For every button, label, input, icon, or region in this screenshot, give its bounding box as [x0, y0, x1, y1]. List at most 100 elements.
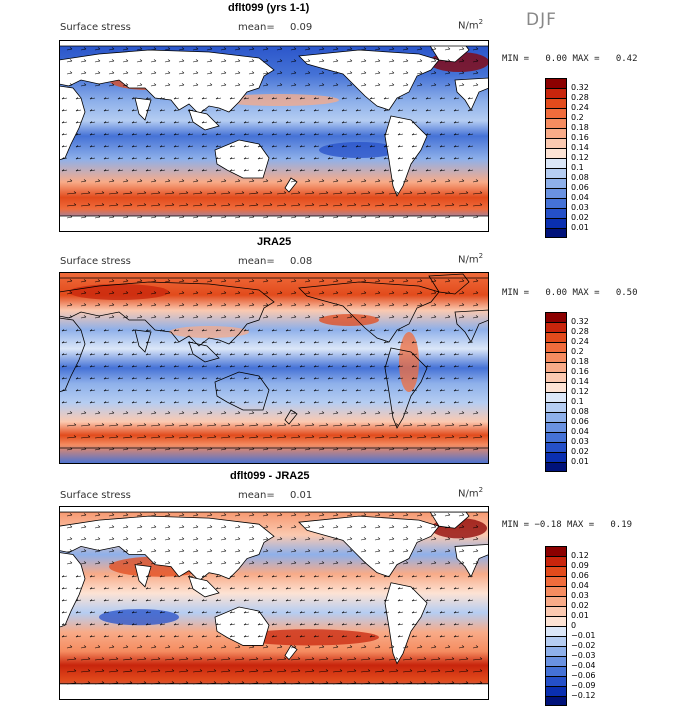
panel-2-variable: Surface stress [60, 256, 131, 267]
panel-1-map [59, 40, 489, 232]
coastline-australia [215, 372, 269, 410]
panel-2-max-label: MAX = [572, 288, 600, 298]
panel-1-min-value: 0.00 [545, 54, 568, 64]
colorbar-level-label: 0.1 [571, 163, 584, 172]
colorbar-level-label: 0.18 [571, 123, 589, 132]
colorbar-swatch [545, 342, 567, 352]
coastline-africa [59, 552, 85, 627]
coastline-arctic [59, 506, 489, 512]
stress-vectors [61, 47, 483, 219]
colorbar-level-label: 0.02 [571, 447, 589, 456]
colorbar-level-label: 0.2 [571, 347, 584, 356]
colorbar-level-label: 0.14 [571, 377, 589, 386]
panel-1-max-label: MAX = [572, 54, 600, 64]
field-anomaly [319, 142, 399, 158]
coastline-antarctica [59, 216, 489, 232]
panel-2-min-value: 0.00 [545, 288, 568, 298]
colorbar-swatch [545, 616, 567, 626]
colorbar-swatch [545, 656, 567, 666]
coastline-africaR [455, 310, 489, 342]
panel-3-title: dflt099 - JRA25 [230, 470, 310, 482]
colorbar-swatch [545, 98, 567, 108]
panel-2-max-value: 0.50 [615, 288, 638, 298]
colorbar-level-label: 0.08 [571, 173, 589, 182]
colorbar-level-label: 0.24 [571, 103, 589, 112]
colorbar-level-label: 0.09 [571, 561, 589, 570]
colorbar-swatch [545, 108, 567, 118]
colorbar-swatch [545, 128, 567, 138]
coastline-india [135, 98, 151, 120]
continents [59, 506, 489, 700]
panel-3-min-value: −0.18 [534, 520, 562, 530]
panel-2-minmax: MIN = 0.00 MAX = 0.50 [502, 288, 638, 298]
colorbar-swatch [545, 452, 567, 462]
panel-1-units: N/m2 [458, 18, 484, 32]
colorbar-swatch [545, 402, 567, 412]
field-anomaly [239, 629, 379, 646]
panel-1-mean-value: 0.09 [290, 22, 313, 33]
field-anomaly [169, 326, 249, 338]
colorbar-level-label: 0.16 [571, 367, 589, 376]
colorbar-level-label: 0.18 [571, 357, 589, 366]
panel-2-map [59, 272, 489, 464]
colorbar-swatch [545, 208, 567, 218]
ocean-field [59, 272, 489, 464]
colorbar-level-label: 0.03 [571, 591, 589, 600]
colorbar-level-label: 0.28 [571, 93, 589, 102]
colorbar-swatch [545, 228, 567, 238]
colorbar-swatch [545, 392, 567, 402]
map-frame [59, 40, 489, 232]
coastline-antarctica [59, 448, 489, 464]
colorbar-swatch [545, 382, 567, 392]
colorbar-swatch [545, 422, 567, 432]
coastline-india [135, 330, 151, 352]
panel-2-min-label: MIN = [502, 288, 530, 298]
colorbar-level-label: 0.04 [571, 427, 589, 436]
colorbar-frame [545, 312, 567, 472]
colorbar-swatch [545, 168, 567, 178]
colorbar-level-label: 0.08 [571, 407, 589, 416]
coastline-africa [59, 86, 85, 160]
colorbar-swatch [545, 626, 567, 636]
colorbar-swatch [545, 218, 567, 228]
colorbar-swatch [545, 148, 567, 158]
colorbar-swatch [545, 362, 567, 372]
colorbar-swatch [545, 442, 567, 452]
colorbar-level-label: −0.06 [571, 671, 596, 680]
colorbar-level-label: 0.01 [571, 611, 589, 620]
panel-2-mean-label: mean= [238, 256, 275, 267]
panel-3-mean-label: mean= [238, 490, 275, 501]
colorbar-level-label: 0 [571, 621, 577, 630]
panel-3-units: N/m2 [458, 486, 484, 500]
field-anomaly [319, 314, 379, 326]
colorbar-swatch [545, 636, 567, 646]
coastline-eurasia [59, 282, 274, 346]
colorbar-swatch [545, 188, 567, 198]
colorbar-swatch [545, 686, 567, 696]
colorbar-swatch [545, 332, 567, 342]
colorbar-level-label: 0.28 [571, 327, 589, 336]
colorbar-swatch [545, 596, 567, 606]
coastline-samerica [385, 348, 427, 428]
colorbar-level-label: 0.24 [571, 337, 589, 346]
colorbar-swatch [545, 586, 567, 596]
colorbar-swatch [545, 432, 567, 442]
panel-3-map [59, 506, 489, 700]
panel-1-minmax: MIN = 0.00 MAX = 0.42 [502, 54, 638, 64]
colorbar-swatch [545, 78, 567, 88]
coastline-africaR [455, 78, 489, 110]
colorbar-level-label: −0.04 [571, 661, 596, 670]
colorbar-level-label: 0.04 [571, 581, 589, 590]
colorbar-swatch [545, 666, 567, 676]
colorbar-swatch [545, 566, 567, 576]
continents [59, 272, 489, 464]
colorbar-swatch [545, 462, 567, 472]
panel-1-min-label: MIN = [502, 54, 530, 64]
colorbar-level-label: 0.04 [571, 193, 589, 202]
colorbar-level-label: 0.12 [571, 387, 589, 396]
coastline-seasia [189, 342, 219, 362]
coastline-africaR [455, 544, 489, 576]
season-label: DJF [526, 10, 557, 30]
colorbar-swatch [545, 352, 567, 362]
colorbar-swatch [545, 118, 567, 128]
